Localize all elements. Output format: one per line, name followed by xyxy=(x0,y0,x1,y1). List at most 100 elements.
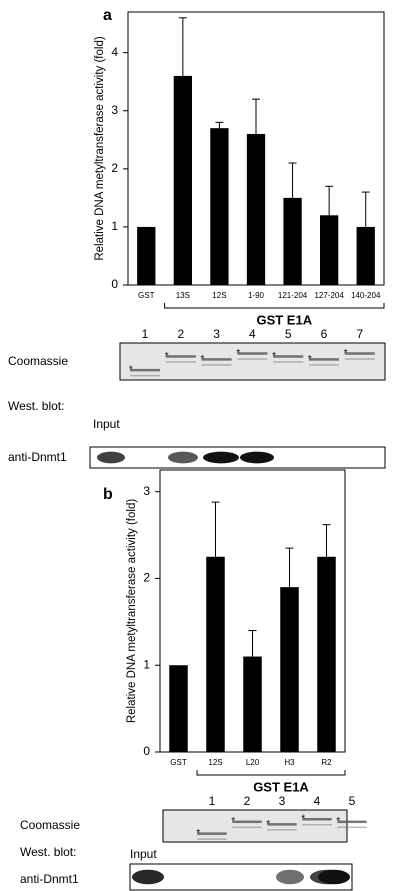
band-marker: * xyxy=(165,351,169,362)
gel-band xyxy=(232,820,262,824)
gel xyxy=(119,342,386,381)
bar xyxy=(280,587,299,752)
x-tick-label: 13S xyxy=(176,291,190,300)
x-tick-label: 121-204 xyxy=(278,291,308,300)
gel-band xyxy=(267,829,297,831)
band-marker: * xyxy=(344,348,348,359)
bar xyxy=(243,656,262,752)
group-label: GST E1A xyxy=(256,312,312,327)
group-bracket xyxy=(196,770,346,776)
bar xyxy=(317,556,336,752)
y-tick-label: 4 xyxy=(111,45,118,59)
gel-band xyxy=(308,358,340,361)
input-label: Input xyxy=(130,847,157,861)
gel-band xyxy=(197,832,227,835)
x-tick-label: 127-204 xyxy=(314,291,344,300)
gel-band xyxy=(337,820,367,824)
x-tick-label: GST xyxy=(138,291,155,300)
y-tick-label: 3 xyxy=(111,103,118,117)
gel-band xyxy=(344,352,375,355)
bar xyxy=(246,133,266,285)
gel-band xyxy=(129,368,161,372)
gel-band xyxy=(273,355,304,358)
lane-number: 4 xyxy=(314,794,321,808)
y-tick-label: 0 xyxy=(111,277,118,291)
gel-band xyxy=(302,818,332,821)
gel-band xyxy=(165,355,196,358)
x-tick-label: GST xyxy=(170,758,187,767)
band-marker: * xyxy=(301,814,305,825)
y-tick-label: 0 xyxy=(143,744,150,758)
gel-band xyxy=(129,374,161,377)
x-tick-label: L20 xyxy=(246,758,260,767)
gel-band xyxy=(337,826,367,829)
y-axis-label: Relative DNA metyltransferase activity (… xyxy=(94,36,106,260)
lane-number: 5 xyxy=(349,794,356,808)
panel-label: a xyxy=(103,7,112,24)
lane-number: 2 xyxy=(244,794,251,808)
band-marker: * xyxy=(196,828,200,839)
antibody-label: anti-Dnmt1 xyxy=(8,450,67,464)
y-tick-label: 1 xyxy=(111,219,118,233)
band-marker: * xyxy=(336,816,340,827)
lane-number: 3 xyxy=(213,327,220,341)
gel-band xyxy=(201,364,232,366)
x-tick-label: H3 xyxy=(284,758,295,767)
bar xyxy=(169,665,188,752)
blot-label: West. blot: xyxy=(20,845,76,859)
y-tick-label: 2 xyxy=(143,571,150,585)
band-marker: * xyxy=(231,816,235,827)
band-marker: * xyxy=(308,354,312,365)
blot-band xyxy=(276,869,304,885)
band-marker: * xyxy=(266,819,270,830)
band-marker: * xyxy=(236,348,240,359)
band-marker: * xyxy=(272,351,276,362)
y-tick-label: 1 xyxy=(143,657,150,671)
band-marker: * xyxy=(129,365,133,376)
lane-number: 1 xyxy=(209,794,216,808)
blot-band xyxy=(318,869,350,885)
stain-label: Coomassie xyxy=(20,818,80,832)
x-tick-label: 12S xyxy=(212,291,226,300)
y-tick-label: 3 xyxy=(143,484,150,498)
bar xyxy=(173,75,192,285)
gel-band xyxy=(237,358,268,360)
gel xyxy=(162,809,348,843)
lane-number: 1 xyxy=(142,327,149,341)
antibody-label: anti-Dnmt1 xyxy=(20,872,79,886)
y-axis-label: Relative DNA metyltransferase activity (… xyxy=(126,499,138,723)
band-marker: * xyxy=(200,354,204,365)
stain-label: Coomassie xyxy=(8,354,68,368)
panel-label: b xyxy=(103,486,113,503)
blot-band xyxy=(203,451,239,464)
gel-band xyxy=(308,364,340,366)
gel-band xyxy=(237,352,268,355)
group-label: GST E1A xyxy=(253,779,309,794)
bar xyxy=(137,226,156,285)
x-tick-label: 12S xyxy=(208,758,222,767)
lane-number: 4 xyxy=(249,327,256,341)
lane-number: 2 xyxy=(177,327,184,341)
lane-number: 5 xyxy=(285,327,292,341)
x-tick-label: 1-90 xyxy=(248,291,265,300)
bar xyxy=(283,197,302,285)
gel-band xyxy=(165,361,196,363)
lane-number: 6 xyxy=(321,327,328,341)
lane-number: 7 xyxy=(356,327,363,341)
lane-number: 3 xyxy=(279,794,286,808)
blot-label: West. blot: xyxy=(8,399,64,413)
gel-band xyxy=(232,826,262,829)
gel-band xyxy=(344,358,375,360)
bar xyxy=(210,128,229,285)
blot-band xyxy=(97,451,125,464)
group-bracket xyxy=(164,303,385,309)
x-tick-label: R2 xyxy=(321,758,332,767)
blot-band xyxy=(240,451,274,464)
gel-band xyxy=(273,361,304,363)
gel-band xyxy=(302,824,332,826)
blot-band xyxy=(168,451,198,464)
x-tick-label: 140-204 xyxy=(351,291,381,300)
input-label: Input xyxy=(93,417,120,431)
bar xyxy=(320,215,339,285)
